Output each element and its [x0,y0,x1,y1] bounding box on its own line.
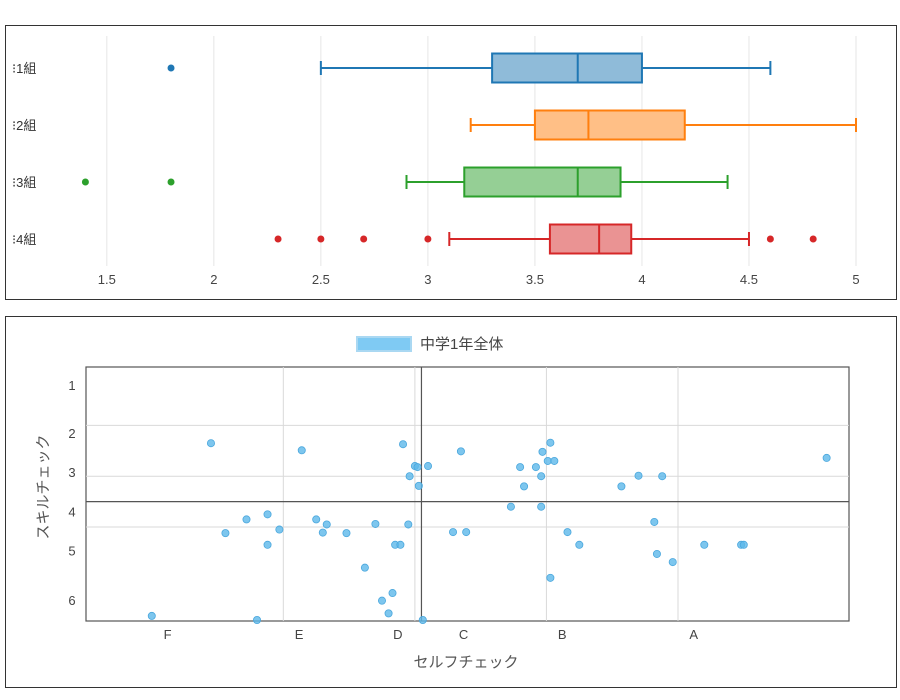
scatter-point [418,615,427,624]
scatter-point [538,447,547,456]
scatter-point [342,529,351,538]
scatter-point [546,438,555,447]
category-label: ⁝3組 [12,175,36,190]
scatter-point [563,528,572,537]
y-category-label: 6 [68,593,75,608]
scatter-point [275,525,284,534]
scatter-point [575,540,584,549]
scatter-point [668,558,677,567]
scatter-point [550,456,559,465]
legend-label: 中学1年全体 [420,335,503,353]
scatter-point [360,563,369,572]
x-tick-label: 1.5 [98,272,116,287]
scatter-point [537,472,546,481]
category-label: ⁝2組 [12,118,36,133]
outlier-point [766,235,774,243]
x-axis-title: セルフチェック [413,654,518,671]
plot-area [85,366,850,622]
scatter-point [739,540,748,549]
scatter-point [537,502,546,511]
y-category-label: 5 [68,543,75,558]
iqr-box [548,223,633,255]
x-category-label: C [459,627,468,642]
x-tick-label: 3.5 [526,272,544,287]
scatter-point [658,472,667,481]
x-tick-label: 4 [638,272,645,287]
iqr-box [491,52,643,84]
outlier-point [317,235,325,243]
scatter-point [377,596,386,605]
scatter-point [221,529,230,538]
scatter-point [413,463,422,472]
scatter-point [263,510,272,519]
scatter-point [371,519,380,528]
scatter-point [822,453,831,462]
scatter-point [396,540,405,549]
x-tick-label: 3 [424,272,431,287]
scatter-point [462,528,471,537]
x-tick-label: 2.5 [312,272,330,287]
scatter-point [388,589,397,598]
scatter-point [700,540,709,549]
y-category-label: 1 [68,378,75,393]
y-axis-title: スキルチェック [35,434,52,539]
scatter-point [546,573,555,582]
legend-swatch [356,336,412,352]
scatter-point [404,520,413,529]
scatter-point [652,549,661,558]
x-category-label: F [164,627,172,642]
scatter-point [506,502,515,511]
y-category-label: 3 [68,465,75,480]
scatter-point [516,463,525,472]
scatter-point [449,528,458,537]
boxplot-panel: 1.5 2 2.5 3 3.5 4 4.5 5 ⁝1組 ⁝2組 ⁝3組 ⁝4組 [5,25,897,300]
iqr-box [463,166,622,198]
scatter-point [424,462,433,471]
scatter-point [206,439,215,448]
scatter-point [617,482,626,491]
category-label: ⁝1組 [12,61,36,76]
scatter-point [405,472,414,481]
scatter-point [520,482,529,491]
scatter-point [322,520,331,529]
category-label: ⁝4組 [12,232,36,247]
scatter-point [543,456,552,465]
y-category-label: 4 [68,504,75,519]
x-category-label: E [295,627,304,642]
scatter-point [650,517,659,526]
y-category-label: 2 [68,426,75,441]
outlier-point [81,178,89,186]
scatter-point [531,463,540,472]
scatter-point [242,515,251,524]
scatter-point [312,515,321,524]
scatter-point [414,481,423,490]
x-tick-label: 2 [210,272,217,287]
outlier-point [274,235,282,243]
x-tick-label: 4.5 [740,272,758,287]
scatter-point [297,446,306,455]
x-tick-label: 5 [852,272,859,287]
outlier-point [360,235,368,243]
outlier-point [167,178,175,186]
outlier-point [809,235,817,243]
x-category-label: D [393,627,402,642]
iqr-box [533,109,686,141]
scatter-chart: 中学1年全体 F E D C B A 1 2 3 4 5 6 セルフチェック スキルチェック [35,335,850,671]
scatter-point [263,540,272,549]
scatter-point [318,528,327,537]
x-category-label: B [558,627,567,642]
scatter-point [634,471,643,480]
scatter-point [253,615,262,624]
scatter-point [399,440,408,449]
boxplot-chart: 1.5 2 2.5 3 3.5 4 4.5 5 ⁝1組 ⁝2組 ⁝3組 ⁝4組 [12,36,860,287]
x-category-label: A [689,627,698,642]
outlier-point [167,64,175,72]
scatter-panel: 中学1年全体 F E D C B A 1 2 3 4 5 6 セルフチェック スキルチェック [5,316,897,688]
scatter-point [456,447,465,456]
scatter-point [384,609,393,618]
outlier-point [424,235,432,243]
scatter-point [147,611,156,620]
